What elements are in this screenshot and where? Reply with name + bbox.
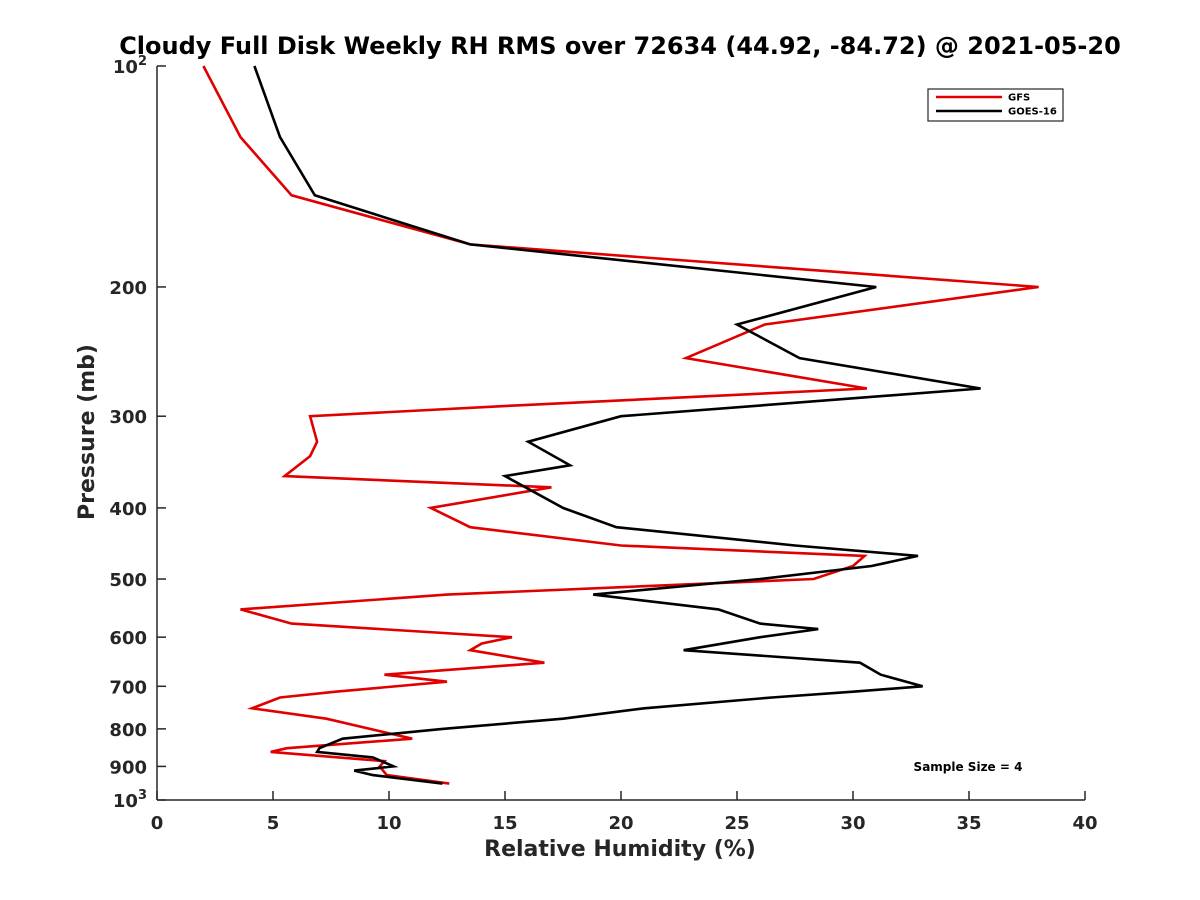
x-tick-label: 0	[151, 813, 164, 834]
y-axis-label: Pressure (mb)	[75, 344, 100, 520]
y-tick-label: 700	[109, 677, 147, 698]
legend-label-gfs: GFS	[1008, 93, 1030, 104]
y-tick-label: 200	[109, 278, 147, 299]
y-tick-label: 300	[109, 407, 147, 428]
series-lines	[202, 65, 1039, 785]
x-tick-label: 20	[608, 813, 633, 834]
y-tick-label: 400	[109, 499, 147, 520]
x-tick-label: 5	[267, 813, 280, 834]
legend: GFS GOES-16	[927, 88, 1064, 122]
y-tick-label: 500	[109, 570, 147, 591]
sample-size-annotation: Sample Size = 4	[914, 760, 1023, 774]
x-tick-label: 15	[492, 813, 517, 834]
legend-label-goes-16: GOES-16	[1008, 107, 1057, 118]
x-tick-label: 25	[724, 813, 749, 834]
series-line-gfs	[202, 65, 1039, 785]
chart-title: Cloudy Full Disk Weekly RH RMS over 7263…	[119, 32, 1121, 60]
tick-labels: 0 5 10 15 20 25 30 35 40 102 200 300 400 500 600 700 800…	[109, 54, 1097, 834]
y-tick-label: 102	[113, 54, 147, 78]
y-tick-label: 600	[109, 628, 147, 649]
y-tick-label: 900	[109, 757, 147, 778]
x-tick-label: 40	[1072, 813, 1097, 834]
axes	[156, 65, 1086, 801]
x-axis-label: Relative Humidity (%)	[484, 837, 756, 862]
x-tick-label: 10	[376, 813, 401, 834]
y-tick-label: 800	[109, 720, 147, 741]
legend-box	[927, 88, 1064, 122]
series-line-goes-16	[253, 65, 981, 785]
x-tick-label: 30	[840, 813, 865, 834]
x-tick-label: 35	[956, 813, 981, 834]
y-tick-label: 103	[113, 788, 147, 812]
